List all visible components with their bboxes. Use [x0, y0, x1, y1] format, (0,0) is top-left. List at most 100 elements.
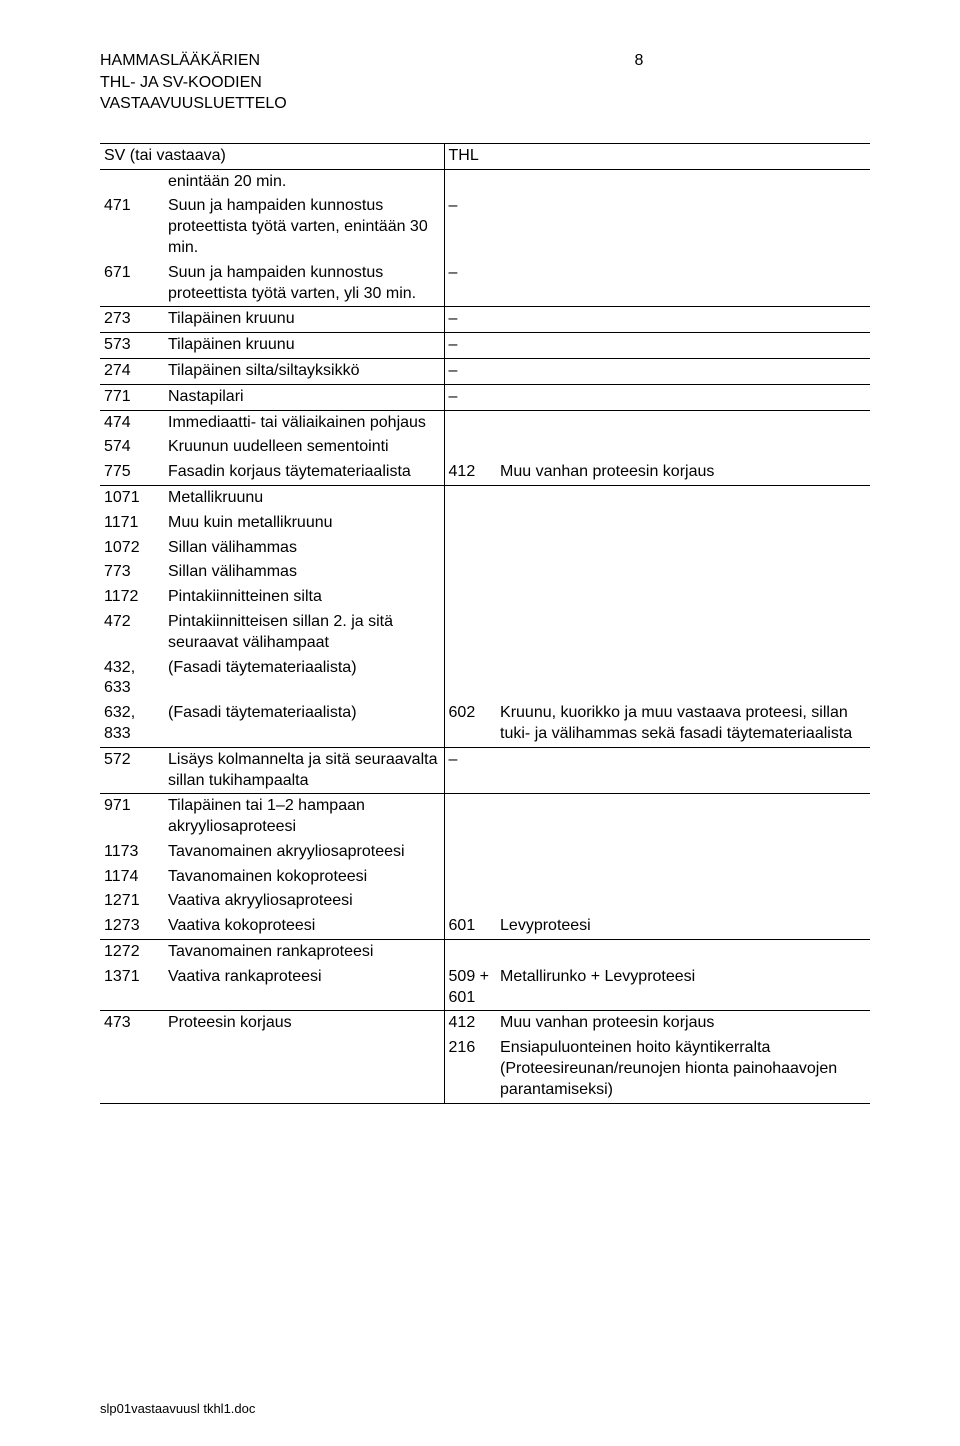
sv-text: Tilapäinen silta/siltayksikkö: [164, 358, 444, 384]
table-row: 1072 Sillan välihammas: [100, 536, 870, 561]
table-row: 1371 Vaativa rankaproteesi 509 + 601 Met…: [100, 965, 870, 1011]
thl-dash: –: [444, 384, 496, 410]
sv-text: Tilapäinen kruunu: [164, 307, 444, 333]
sv-text: Immediaatti- tai väliaikainen pohjaus: [164, 410, 444, 435]
page-number: 8: [635, 50, 644, 72]
table-row: 573 Tilapäinen kruunu –: [100, 333, 870, 359]
sv-code: 1172: [100, 585, 164, 610]
table-row: 273 Tilapäinen kruunu –: [100, 307, 870, 333]
table-row: 671 Suun ja hampaiden kunnostus proteett…: [100, 261, 870, 307]
thl-text: Kruunu, kuorikko ja muu vastaava protees…: [496, 701, 870, 747]
sv-code: 1273: [100, 914, 164, 939]
mapping-table: SV (tai vastaava) THL enintään 20 min. 4…: [100, 143, 870, 1104]
sv-code: 472: [100, 610, 164, 656]
table-row: 474 Immediaatti- tai väliaikainen pohjau…: [100, 410, 870, 435]
sv-text: Suun ja hampaiden kunnostus proteettista…: [164, 194, 444, 260]
table-row: 773 Sillan välihammas: [100, 560, 870, 585]
table-row: 632, 833 (Fasadi täytemateriaalista) 602…: [100, 701, 870, 747]
sv-text: Pintakiinnitteinen silta: [164, 585, 444, 610]
table-row: enintään 20 min.: [100, 169, 870, 194]
sv-text: Kruunun uudelleen sementointi: [164, 435, 444, 460]
col-header-left: SV (tai vastaava): [100, 143, 444, 169]
sv-code: 971: [100, 794, 164, 840]
sv-text: Vaativa kokoproteesi: [164, 914, 444, 939]
sv-code: 1371: [100, 965, 164, 1011]
sv-text: Pintakiinnitteisen sillan 2. ja sitä seu…: [164, 610, 444, 656]
sv-text: Suun ja hampaiden kunnostus proteettista…: [164, 261, 444, 307]
sv-text: (Fasadi täytemateriaalista): [164, 701, 444, 747]
table-row: 971 Tilapäinen tai 1–2 hampaan akryylios…: [100, 794, 870, 840]
sv-code: 632, 833: [100, 701, 164, 747]
thl-text: Metallirunko + Levyproteesi: [496, 965, 870, 1011]
thl-code: 216: [444, 1036, 496, 1103]
sv-code: 473: [100, 1011, 164, 1036]
table-row: 1273 Vaativa kokoproteesi 601 Levyprotee…: [100, 914, 870, 939]
table-row: 1071 Metallikruunu: [100, 485, 870, 510]
sv-code: 574: [100, 435, 164, 460]
thl-dash: –: [444, 747, 496, 794]
sv-code: 1173: [100, 840, 164, 865]
sv-text: Lisäys kolmannelta ja sitä seuraavalta s…: [164, 747, 444, 794]
table-row: 1271 Vaativa akryyliosaproteesi: [100, 889, 870, 914]
thl-dash: –: [444, 307, 496, 333]
sv-text: Tilapäinen kruunu: [164, 333, 444, 359]
col-header-right: THL: [444, 143, 870, 169]
thl-text: Ensiapuluonteinen hoito käyntikerralta (…: [496, 1036, 870, 1103]
sv-text: Tavanomainen rankaproteesi: [164, 940, 444, 965]
thl-text: Muu vanhan proteesin korjaus: [496, 1011, 870, 1036]
sv-code: 1171: [100, 511, 164, 536]
sv-code: 1071: [100, 485, 164, 510]
table-row: 432, 633 (Fasadi täytemateriaalista): [100, 656, 870, 702]
thl-text: Muu vanhan proteesin korjaus: [496, 460, 870, 485]
sv-code: 432, 633: [100, 656, 164, 702]
thl-text: Levyproteesi: [496, 914, 870, 939]
footer-filename: slp01vastaavuusl tkhl1.doc: [100, 1401, 255, 1416]
sv-text: Vaativa rankaproteesi: [164, 965, 444, 1011]
thl-dash: –: [444, 333, 496, 359]
thl-code: 601: [444, 914, 496, 939]
sv-text: enintään 20 min.: [164, 169, 444, 194]
sv-code: 1072: [100, 536, 164, 561]
sv-text: (Fasadi täytemateriaalista): [164, 656, 444, 702]
table-row: 771 Nastapilari –: [100, 384, 870, 410]
table-row: 471 Suun ja hampaiden kunnostus proteett…: [100, 194, 870, 260]
table-row: 1272 Tavanomainen rankaproteesi: [100, 940, 870, 965]
table-row: 775 Fasadin korjaus täytemateriaalista 4…: [100, 460, 870, 485]
sv-text: Muu kuin metallikruunu: [164, 511, 444, 536]
sv-code: 775: [100, 460, 164, 485]
sv-text: Nastapilari: [164, 384, 444, 410]
sv-code: 474: [100, 410, 164, 435]
sv-text: Sillan välihammas: [164, 536, 444, 561]
sv-code: 274: [100, 358, 164, 384]
thl-dash: –: [444, 194, 496, 260]
sv-code: 1174: [100, 865, 164, 890]
sv-code: 471: [100, 194, 164, 260]
table-row: 1172 Pintakiinnitteinen silta: [100, 585, 870, 610]
sv-code: [100, 169, 164, 194]
sv-code: 773: [100, 560, 164, 585]
sv-text: Vaativa akryyliosaproteesi: [164, 889, 444, 914]
table-row: 1174 Tavanomainen kokoproteesi: [100, 865, 870, 890]
thl-dash: –: [444, 261, 496, 307]
sv-code: 273: [100, 307, 164, 333]
sv-text: Proteesin korjaus: [164, 1011, 444, 1036]
sv-code: 771: [100, 384, 164, 410]
table-row: 572 Lisäys kolmannelta ja sitä seuraaval…: [100, 747, 870, 794]
header-line3: VASTAAVUUSLUETTELO: [100, 93, 870, 115]
sv-text: Tavanomainen kokoproteesi: [164, 865, 444, 890]
sv-text: Tilapäinen tai 1–2 hampaan akryyliosapro…: [164, 794, 444, 840]
table-row: 473 Proteesin korjaus 412 Muu vanhan pro…: [100, 1011, 870, 1036]
table-row: 274 Tilapäinen silta/siltayksikkö –: [100, 358, 870, 384]
sv-text: Metallikruunu: [164, 485, 444, 510]
sv-code: 573: [100, 333, 164, 359]
header-line2: THL- JA SV-KOODIEN: [100, 72, 870, 94]
sv-code: 671: [100, 261, 164, 307]
sv-code: 1272: [100, 940, 164, 965]
table-row: 1173 Tavanomainen akryyliosaproteesi: [100, 840, 870, 865]
table-row: 216 Ensiapuluonteinen hoito käyntikerral…: [100, 1036, 870, 1103]
table-row: 1171 Muu kuin metallikruunu: [100, 511, 870, 536]
sv-code: 572: [100, 747, 164, 794]
sv-text: Tavanomainen akryyliosaproteesi: [164, 840, 444, 865]
thl-code: 509 + 601: [444, 965, 496, 1011]
sv-text: Sillan välihammas: [164, 560, 444, 585]
